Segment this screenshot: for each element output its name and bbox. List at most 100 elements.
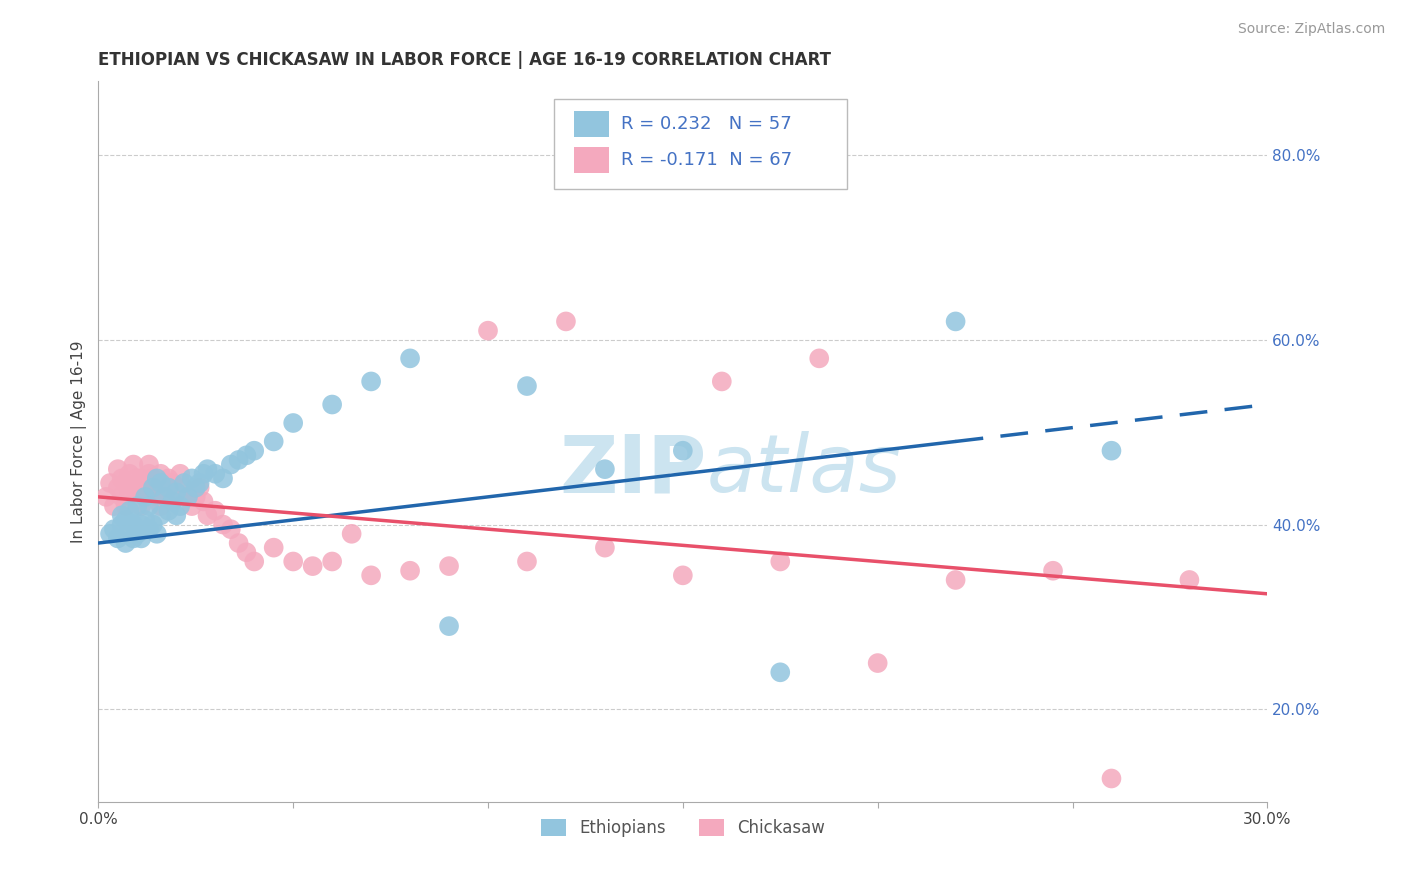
Point: [165, 485, 187, 500]
Point: [142, 481, 165, 495]
Point: [516, 379, 538, 393]
Point: [593, 541, 616, 555]
Point: [153, 490, 176, 504]
Point: [114, 536, 136, 550]
Point: [146, 471, 169, 485]
Point: [129, 517, 152, 532]
Point: [122, 532, 145, 546]
Point: [204, 504, 226, 518]
Point: [107, 481, 129, 495]
Text: ETHIOPIAN VS CHICKASAW IN LABOR FORCE | AGE 16-19 CORRELATION CHART: ETHIOPIAN VS CHICKASAW IN LABOR FORCE | …: [98, 51, 831, 69]
Point: [243, 554, 266, 568]
Point: [111, 508, 134, 523]
Point: [197, 508, 219, 523]
Point: [122, 458, 145, 472]
Point: [142, 471, 165, 485]
Point: [555, 314, 578, 328]
Point: [180, 471, 202, 485]
Point: [945, 573, 967, 587]
Point: [134, 490, 156, 504]
Point: [122, 481, 145, 495]
Point: [340, 526, 363, 541]
Point: [399, 351, 422, 366]
Point: [263, 434, 285, 449]
Point: [283, 416, 305, 430]
Point: [808, 351, 831, 366]
Point: [118, 504, 141, 518]
Point: [769, 665, 792, 680]
Point: [301, 559, 323, 574]
Point: [228, 453, 250, 467]
Point: [204, 467, 226, 481]
Point: [173, 475, 195, 490]
Point: [149, 508, 172, 523]
Point: [114, 475, 136, 490]
Point: [111, 517, 134, 532]
Point: [127, 471, 149, 485]
Point: [263, 541, 285, 555]
Point: [321, 554, 343, 568]
Point: [866, 656, 889, 670]
Point: [111, 471, 134, 485]
Point: [169, 499, 191, 513]
Point: [360, 568, 382, 582]
Legend: Ethiopians, Chickasaw: Ethiopians, Chickasaw: [534, 812, 832, 844]
Point: [243, 443, 266, 458]
Point: [710, 375, 733, 389]
Point: [437, 559, 460, 574]
Point: [127, 499, 149, 513]
Point: [219, 458, 242, 472]
Point: [138, 458, 160, 472]
Point: [103, 499, 125, 513]
Point: [1042, 564, 1064, 578]
Point: [672, 568, 695, 582]
Point: [157, 471, 180, 485]
Point: [945, 314, 967, 328]
Point: [516, 554, 538, 568]
Bar: [574, 111, 609, 136]
Point: [169, 467, 191, 481]
Point: [437, 619, 460, 633]
Point: [129, 532, 152, 546]
Point: [142, 485, 165, 500]
Point: [129, 471, 152, 485]
Point: [593, 462, 616, 476]
Point: [118, 522, 141, 536]
Point: [118, 467, 141, 481]
Point: [235, 448, 257, 462]
Text: ZIP: ZIP: [560, 431, 706, 509]
Point: [146, 490, 169, 504]
Point: [138, 499, 160, 513]
Point: [127, 526, 149, 541]
Point: [134, 475, 156, 490]
Point: [107, 462, 129, 476]
Point: [197, 462, 219, 476]
Point: [180, 499, 202, 513]
Point: [228, 536, 250, 550]
Point: [212, 471, 235, 485]
Point: [188, 481, 211, 495]
Point: [184, 490, 207, 504]
Point: [107, 532, 129, 546]
Point: [134, 490, 156, 504]
Point: [122, 517, 145, 532]
Point: [1101, 772, 1123, 786]
Point: [184, 481, 207, 495]
Point: [127, 485, 149, 500]
Point: [98, 475, 121, 490]
Point: [165, 490, 187, 504]
Point: [162, 494, 184, 508]
Point: [193, 494, 215, 508]
Point: [129, 499, 152, 513]
Point: [157, 481, 180, 495]
Point: [153, 485, 176, 500]
Point: [111, 490, 134, 504]
Point: [94, 490, 117, 504]
Point: [157, 481, 180, 495]
Point: [477, 324, 499, 338]
Point: [193, 467, 215, 481]
Point: [138, 467, 160, 481]
Point: [321, 398, 343, 412]
Point: [149, 499, 172, 513]
Point: [146, 475, 169, 490]
